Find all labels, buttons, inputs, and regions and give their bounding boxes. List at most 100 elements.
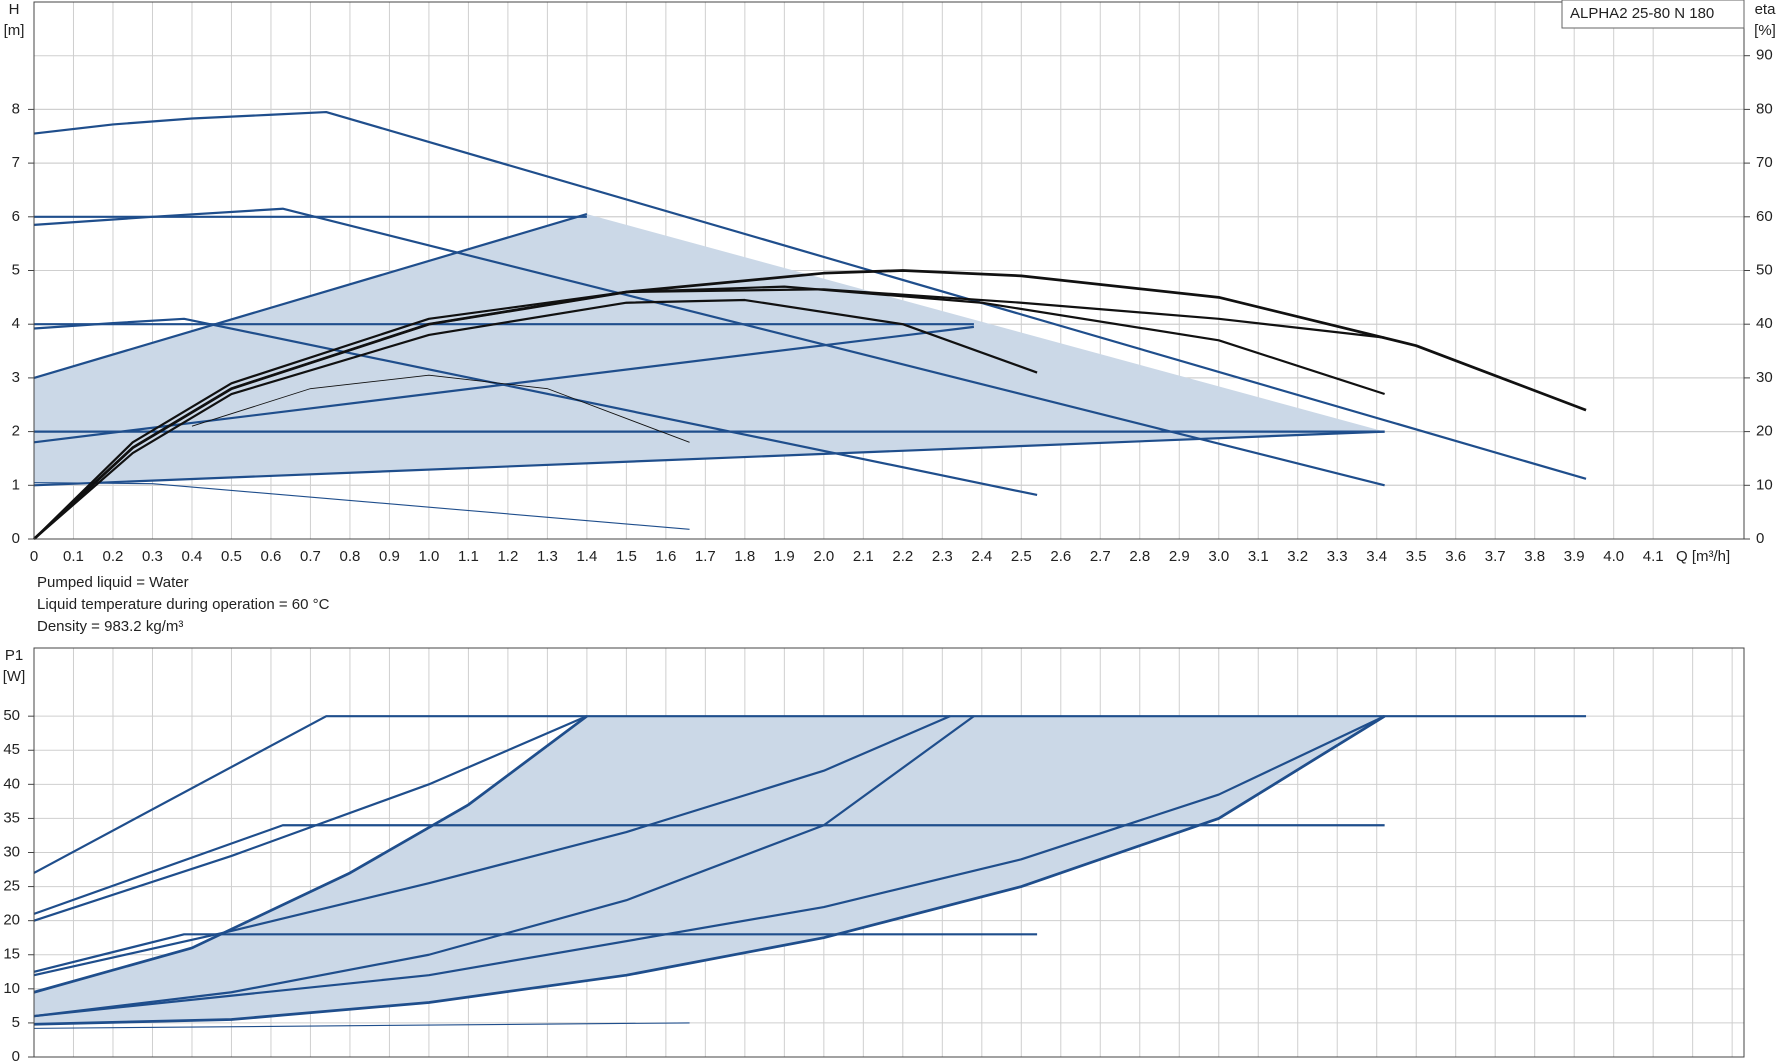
x-tick-label: 1.7 (695, 548, 716, 565)
y-axis-label: H (9, 1, 20, 18)
x-tick-label: 1.2 (497, 548, 518, 565)
x-tick-label: 4.1 (1643, 548, 1664, 565)
x-tick-label: 1.6 (655, 548, 676, 565)
curve (33, 213, 588, 379)
efficiency-curve (191, 374, 690, 443)
x-tick-label: 0 (30, 548, 38, 565)
curve (33, 110, 1587, 480)
x-tick-label: 0.9 (379, 548, 400, 565)
efficiency-curve (33, 285, 1385, 540)
y2-tick-label: 90 (1756, 47, 1773, 64)
operating-area (34, 716, 1385, 1025)
x-tick-label: 3.1 (1248, 548, 1269, 565)
x-tick-label: 2.7 (1090, 548, 1111, 565)
x-tick-label: 0.1 (63, 548, 84, 565)
y-tick-label: 20 (3, 912, 20, 929)
x-tick-label: 0.7 (300, 548, 321, 565)
curve (33, 1022, 690, 1029)
x-tick-label: 0.4 (182, 548, 203, 565)
curve (33, 933, 1038, 973)
y-axis-label: [W] (3, 668, 26, 685)
curve (33, 714, 1386, 1026)
x-tick-label: 3.7 (1485, 548, 1506, 565)
y-tick-label: 6 (12, 208, 20, 225)
x-tick-label: 3.4 (1366, 548, 1387, 565)
y-axis-label: [m] (4, 22, 25, 39)
y-tick-label: 35 (3, 809, 20, 826)
y2-tick-label: 50 (1756, 261, 1773, 278)
y2-tick-label: 40 (1756, 315, 1773, 332)
curve (33, 824, 1385, 915)
y2-tick-label: 80 (1756, 100, 1773, 117)
y-tick-label: 5 (12, 261, 20, 278)
title-box (1561, 0, 1745, 29)
curve (33, 715, 588, 994)
curve (33, 317, 1038, 497)
y-tick-label: 8 (12, 100, 20, 117)
y2-tick-label: 30 (1756, 369, 1773, 386)
x-tick-label: 2.3 (932, 548, 953, 565)
y2-tick-label: 0 (1756, 530, 1764, 547)
x-tick-label: 1.3 (537, 548, 558, 565)
x-axis-label: Q [m³/h] (1676, 548, 1730, 565)
curve (33, 715, 1386, 1018)
curve (33, 715, 975, 1018)
curve (33, 482, 690, 530)
curve (33, 715, 1587, 874)
x-tick-label: 2.8 (1129, 548, 1150, 565)
y-tick-label: 50 (3, 707, 20, 724)
curve (33, 715, 588, 922)
y-tick-label: 0 (12, 530, 20, 547)
annotation: Pumped liquid = Water (37, 574, 189, 591)
x-tick-label: 3.5 (1406, 548, 1427, 565)
y-tick-label: 40 (3, 775, 20, 792)
y-tick-label: 7 (12, 154, 20, 171)
x-tick-label: 0.2 (103, 548, 124, 565)
x-tick-label: 2.5 (1011, 548, 1032, 565)
x-tick-label: 1.9 (774, 548, 795, 565)
curve (33, 715, 951, 977)
x-tick-label: 0.5 (221, 548, 242, 565)
y-tick-label: 2 (12, 423, 20, 440)
x-tick-label: 3.9 (1564, 548, 1585, 565)
y-tick-label: 4 (12, 315, 20, 332)
y-tick-label: 3 (12, 369, 20, 386)
x-tick-label: 2.2 (892, 548, 913, 565)
x-tick-label: 2.0 (813, 548, 834, 565)
curve (33, 325, 975, 444)
y-tick-label: 45 (3, 741, 20, 758)
x-tick-label: 3.8 (1524, 548, 1545, 565)
x-tick-label: 1.4 (576, 548, 597, 565)
y-axis-label: P1 (5, 647, 23, 664)
y-tick-label: 10 (3, 980, 20, 997)
x-tick-label: 0.8 (340, 548, 361, 565)
chart-title: ALPHA2 25-80 N 180 (1570, 5, 1714, 22)
curve (33, 430, 1385, 487)
x-tick-label: 3.3 (1327, 548, 1348, 565)
y-tick-label: 5 (12, 1014, 20, 1031)
y-tick-label: 0 (12, 1048, 20, 1061)
x-tick-label: 2.1 (853, 548, 874, 565)
operating-area (34, 214, 1385, 486)
x-tick-label: 1.8 (734, 548, 755, 565)
x-tick-label: 2.6 (1050, 548, 1071, 565)
x-tick-label: 4.0 (1603, 548, 1624, 565)
annotation: Liquid temperature during operation = 60… (37, 596, 330, 613)
y2-axis-label: [%] (1754, 22, 1776, 39)
x-tick-label: 3.0 (1208, 548, 1229, 565)
curve (33, 207, 1385, 487)
x-tick-label: 3.6 (1445, 548, 1466, 565)
efficiency-curve (33, 298, 1038, 540)
y-tick-label: 15 (3, 946, 20, 963)
x-tick-label: 2.9 (1169, 548, 1190, 565)
y-tick-label: 1 (12, 476, 20, 493)
x-tick-label: 3.2 (1287, 548, 1308, 565)
annotation: Density = 983.2 kg/m³ (37, 618, 183, 635)
y-tick-label: 25 (3, 878, 20, 895)
x-tick-label: 1.0 (418, 548, 439, 565)
y2-tick-label: 20 (1756, 423, 1773, 440)
x-tick-label: 1.5 (616, 548, 637, 565)
x-tick-label: 1.1 (458, 548, 479, 565)
y2-tick-label: 60 (1756, 208, 1773, 225)
